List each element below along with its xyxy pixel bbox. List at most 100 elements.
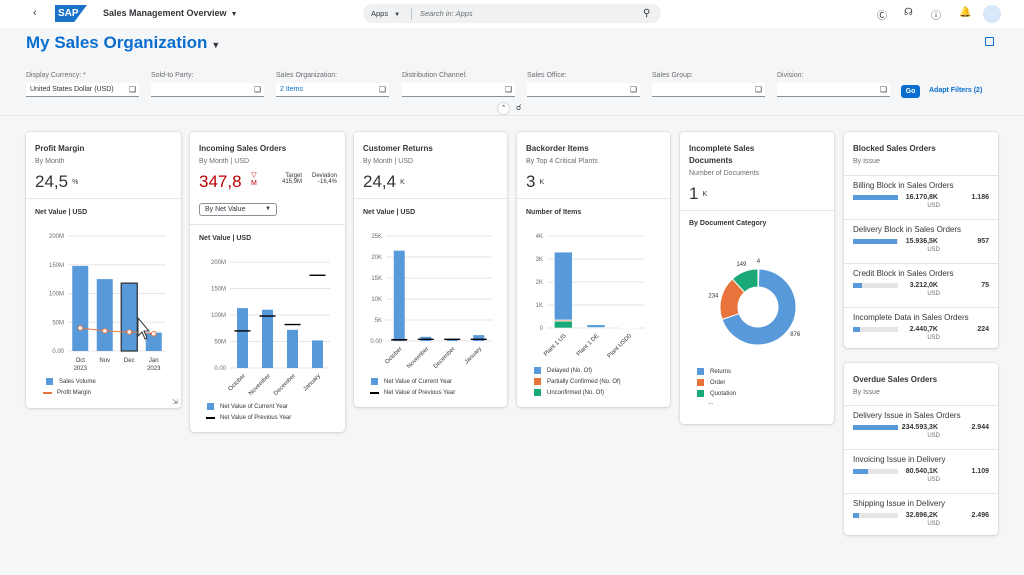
trend-down-icon: ▽ M <box>251 172 257 187</box>
kpi-unit: K <box>400 179 405 187</box>
value-help-icon[interactable]: ❏ <box>504 85 512 94</box>
list-item[interactable]: Shipping Issue in Delivery 32.896,2K USD 2.… <box>844 494 998 538</box>
bell-icon[interactable]: 🔔 <box>959 7 972 18</box>
issue-name: Delivery Issue in Sales Orders <box>853 411 961 420</box>
y-tick-label: 25K <box>371 234 382 240</box>
copilot-icon[interactable]: Ⓒ <box>877 11 887 22</box>
incomplete-sales-documents-card[interactable]: Incomplete Sales Documents Number of Doc… <box>680 132 834 424</box>
issue-bar <box>853 239 898 244</box>
incoming-sales-chart[interactable]: 0.00 50M 100M 150M 200M October November Decemb… <box>190 250 345 400</box>
issue-bar <box>853 425 898 430</box>
pin-header-icon[interactable]: ☌ <box>516 103 522 112</box>
share-icon[interactable] <box>985 37 994 46</box>
bar-segment <box>554 251 573 321</box>
filter-division: Division: ❏ <box>777 72 890 97</box>
value-help-icon[interactable]: ❏ <box>754 85 762 94</box>
blocked-sales-orders-card[interactable]: Blocked Sales Orders By Issue Billing Bl… <box>844 132 998 348</box>
sales-organization-input[interactable]: 2 Items ❏ <box>276 83 389 97</box>
list-item[interactable]: Invoicing Issue in Delivery 80.540,1K USD 1… <box>844 450 998 494</box>
select-value: By Net Value <box>205 206 246 213</box>
customer-returns-chart[interactable]: 0.00 5K 10K 15K 20K 25K October November Decembe… <box>354 224 507 372</box>
list-item[interactable]: Delivery Block in Sales Orders 15.936,5K U… <box>844 220 998 264</box>
kpi-unit: M <box>251 180 257 187</box>
chart-header: Net Value | USD <box>363 209 416 216</box>
y-tick-label: 50M <box>214 340 226 346</box>
list-item[interactable]: Delivery Issue in Sales Orders 234.593,3K… <box>844 406 998 450</box>
value-help-icon[interactable]: ❏ <box>128 85 136 94</box>
chart-header: By Document Category <box>689 220 767 227</box>
distribution-channel-input[interactable]: ❏ <box>402 83 515 97</box>
sales-group-input[interactable]: ❏ <box>652 83 765 97</box>
x-tick-label: November <box>248 373 272 397</box>
value-help-icon[interactable]: ❏ <box>629 85 637 94</box>
list-item[interactable]: Incomplete Data in Sales Orders 2.440,7K U… <box>844 308 998 352</box>
kpi-number: 1 <box>689 184 699 203</box>
headset-icon[interactable]: ☊ <box>904 7 913 18</box>
display-currency-input[interactable]: United States Dollar (USD) ❏ <box>26 83 139 97</box>
filter-label: Sales Organization: <box>276 72 338 79</box>
legend-item-current-year: Net Value of Current Year <box>207 403 288 410</box>
list-item[interactable]: Billing Block in Sales Orders 16.170,8K US… <box>844 176 998 220</box>
filter-sales-organization: Sales Organization: 2 Items ❏ <box>276 72 389 97</box>
filter-sold-to-party: Sold-to Party: ❏ <box>151 72 264 97</box>
list-item[interactable]: Credit Block in Sales Orders 3.212,0K USD 7… <box>844 264 998 308</box>
go-button[interactable]: Go <box>901 85 920 98</box>
filter-distribution-channel: Distribution Channel: ❏ <box>402 72 515 97</box>
issue-unit: USD <box>927 203 940 209</box>
search-field[interactable]: Apps ▼ Search in: Apps ⚲ <box>363 4 661 23</box>
chart-header: Number of Items <box>526 209 582 216</box>
x-tick-label: January <box>464 346 483 365</box>
sales-office-input[interactable]: ❏ <box>527 83 640 97</box>
page-title-menu[interactable]: My Sales Organization ▼ <box>26 33 220 53</box>
issue-bar-fill <box>853 469 869 474</box>
donut-data-label: 149 <box>736 262 747 268</box>
y-tick-label: 15K <box>371 276 382 282</box>
y-tick-label: 150M <box>49 263 64 269</box>
value-help-icon[interactable]: ❏ <box>253 85 261 94</box>
search-icon[interactable]: ⚲ <box>643 8 651 19</box>
adapt-filters-link[interactable]: Adapt Filters (2) <box>929 87 983 94</box>
value-help-icon[interactable]: ❏ <box>378 85 386 94</box>
app-title-menu[interactable]: Sales Management Overview ▼ <box>103 8 238 18</box>
search-input[interactable]: Search in: Apps <box>420 9 473 18</box>
legend-item-previous-year: Net Value of Previous Year <box>206 415 291 421</box>
sold-to-party-input[interactable]: ❏ <box>151 83 264 97</box>
view-switch-select[interactable]: By Net Value ▼ <box>199 203 277 216</box>
overdue-sales-orders-card[interactable]: Overdue Sales Orders By Issue Delivery I… <box>844 363 998 535</box>
backorder-chart[interactable]: 0 1K 2K 3K 4K Plant 1 US Plant 1 DE Plant USD0 <box>517 224 670 364</box>
resize-handle-icon[interactable]: ⇲ <box>172 399 178 406</box>
profit-margin-card[interactable]: Profit Margin By Month 24,5% Net Value |… <box>26 132 181 408</box>
y-tick-label: 100M <box>49 292 64 298</box>
document-category-donut[interactable]: 876 234 149 4 <box>680 232 834 362</box>
back-icon[interactable]: ‹ <box>33 7 37 19</box>
card-subtitle: Number of Documents <box>689 170 760 177</box>
collapse-header-button[interactable]: ⌃ <box>497 102 510 115</box>
issue-unit: USD <box>927 521 940 527</box>
bar-current-year <box>287 329 298 368</box>
legend-label: Profit Margin <box>57 390 92 396</box>
incoming-sales-orders-card[interactable]: Incoming Sales Orders By Month | USD 347… <box>190 132 345 432</box>
issue-unit: USD <box>927 433 940 439</box>
card-divider <box>354 198 507 199</box>
filter-label: Display Currency: * <box>26 72 86 79</box>
legend-swatch <box>697 379 704 386</box>
sap-logo[interactable]: SAP <box>55 5 87 22</box>
issue-bar <box>853 327 898 332</box>
y-tick-label: 20K <box>371 255 382 261</box>
legend-item-previous-year: Net Value of Previous Year <box>370 390 455 396</box>
issue-count: 75 <box>981 282 989 289</box>
card-subtitle: By Month | USD <box>199 158 250 165</box>
division-input[interactable]: ❏ <box>777 83 890 97</box>
bar-sales-volume <box>72 265 89 351</box>
y-tick-label: 4K <box>536 234 543 240</box>
avatar[interactable] <box>983 5 1001 23</box>
target-value: 415,9M <box>281 179 302 185</box>
legend-swatch <box>697 390 704 397</box>
legend-line <box>43 392 52 394</box>
profit-margin-chart[interactable]: 0.00 50M 100M 150M 200M Oct 2023 Nov Dec Jan 2023 <box>26 224 181 374</box>
help-icon[interactable]: ⓘ <box>931 11 941 22</box>
customer-returns-card[interactable]: Customer Returns By Month | USD 24,4 K Ne… <box>354 132 507 407</box>
value-help-icon[interactable]: ❏ <box>879 85 887 94</box>
search-scope-select[interactable]: Apps ▼ <box>371 9 411 18</box>
backorder-items-card[interactable]: Backorder Items By Top 4 Critical Plants… <box>517 132 670 407</box>
